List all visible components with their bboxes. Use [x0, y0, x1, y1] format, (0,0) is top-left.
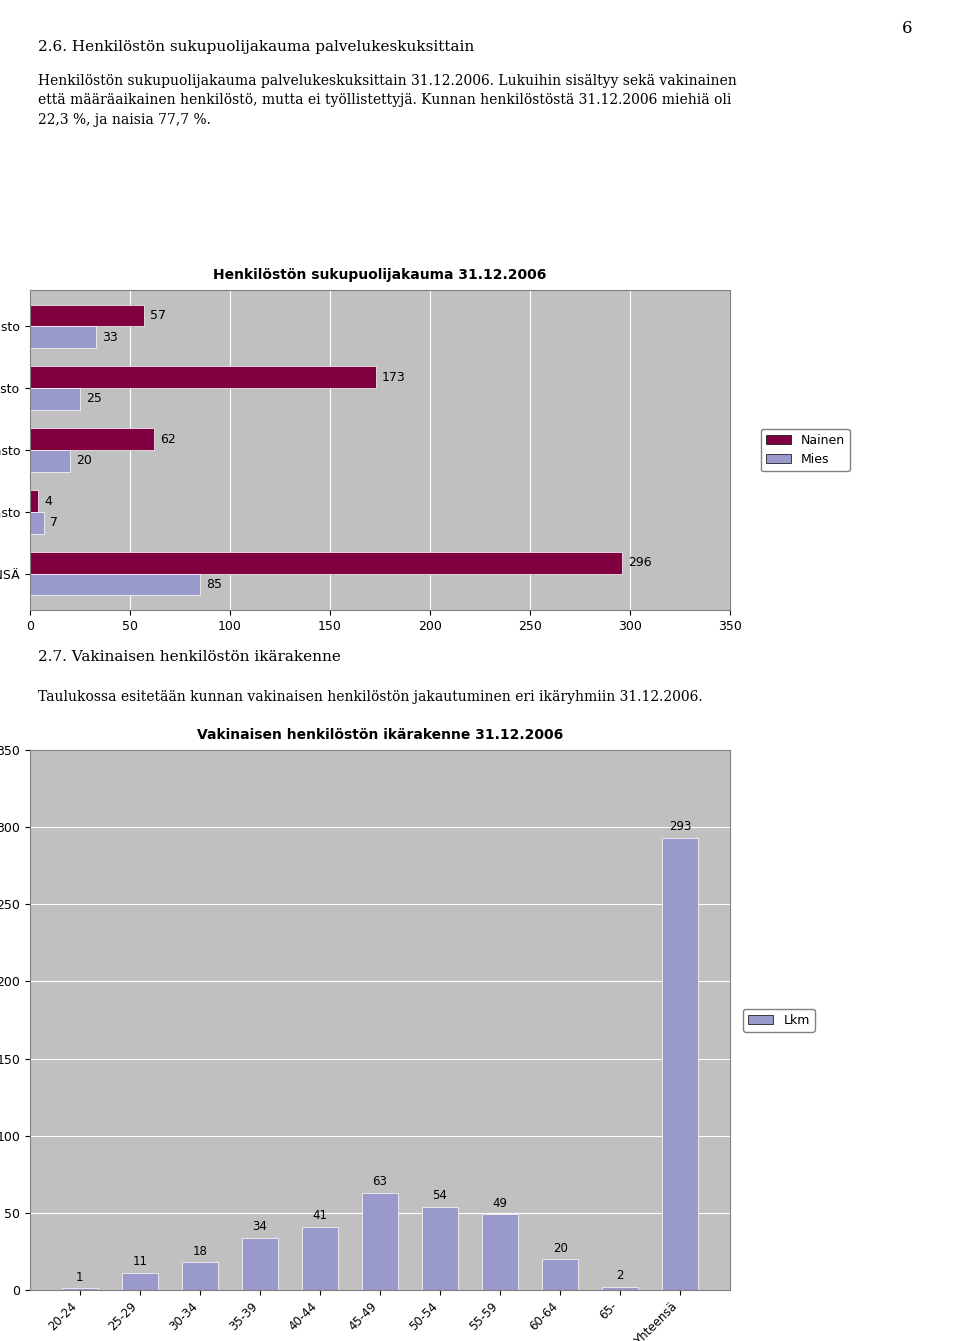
Text: 11: 11: [132, 1255, 148, 1269]
Text: 2: 2: [616, 1270, 624, 1282]
Legend: Lkm: Lkm: [743, 1008, 815, 1031]
Text: 41: 41: [312, 1210, 327, 1222]
Text: 2.6. Henkilöstön sukupuolijakauma palvelukeskuksittain: 2.6. Henkilöstön sukupuolijakauma palvel…: [38, 40, 474, 54]
Text: 33: 33: [102, 330, 118, 343]
Title: Vakinaisen henkilöstön ikärakenne 31.12.2006: Vakinaisen henkilöstön ikärakenne 31.12.…: [197, 728, 564, 742]
Text: 7: 7: [50, 516, 58, 530]
Bar: [30, 428, 154, 451]
Legend: Nainen, Mies: Nainen, Mies: [760, 429, 850, 471]
Bar: [30, 304, 144, 326]
Text: 85: 85: [206, 578, 222, 591]
Text: 6: 6: [901, 20, 912, 38]
Text: 63: 63: [372, 1175, 388, 1188]
Text: 18: 18: [192, 1244, 207, 1258]
Bar: [122, 1273, 157, 1290]
Text: 62: 62: [160, 433, 176, 445]
Bar: [602, 1287, 638, 1290]
Text: 4: 4: [44, 495, 52, 507]
Bar: [30, 512, 44, 534]
Text: 49: 49: [492, 1196, 508, 1210]
Text: 2.7. Vakinaisen henkilöstön ikärakenne: 2.7. Vakinaisen henkilöstön ikärakenne: [38, 650, 341, 664]
Bar: [422, 1207, 458, 1290]
Bar: [30, 491, 38, 512]
Bar: [30, 388, 80, 410]
Text: 57: 57: [150, 308, 166, 322]
Text: 293: 293: [669, 821, 691, 833]
Bar: [542, 1259, 578, 1290]
Bar: [662, 838, 698, 1290]
Bar: [30, 366, 376, 388]
Text: 20: 20: [553, 1242, 567, 1255]
Bar: [362, 1192, 398, 1290]
Text: 20: 20: [76, 455, 92, 467]
Bar: [30, 451, 70, 472]
Text: 173: 173: [382, 370, 406, 384]
Text: 1: 1: [76, 1271, 84, 1283]
Bar: [482, 1215, 518, 1290]
Text: Henkilöstön sukupuolijakauma palvelukeskuksittain 31.12.2006. Lukuihin sisältyy : Henkilöstön sukupuolijakauma palvelukesk…: [38, 74, 737, 127]
Bar: [181, 1262, 218, 1290]
Bar: [61, 1289, 98, 1290]
Bar: [30, 574, 200, 595]
Text: Taulukossa esitetään kunnan vakinaisen henkilöstön jakautuminen eri ikäryhmiin 3: Taulukossa esitetään kunnan vakinaisen h…: [38, 691, 703, 704]
Bar: [30, 326, 96, 347]
Text: 54: 54: [433, 1189, 447, 1202]
Title: Henkilöstön sukupuolijakauma 31.12.2006: Henkilöstön sukupuolijakauma 31.12.2006: [213, 268, 546, 282]
Bar: [30, 552, 622, 574]
Bar: [242, 1238, 278, 1290]
Bar: [302, 1227, 338, 1290]
Text: 296: 296: [628, 557, 652, 570]
Text: 25: 25: [86, 393, 102, 405]
Text: 34: 34: [252, 1220, 268, 1232]
